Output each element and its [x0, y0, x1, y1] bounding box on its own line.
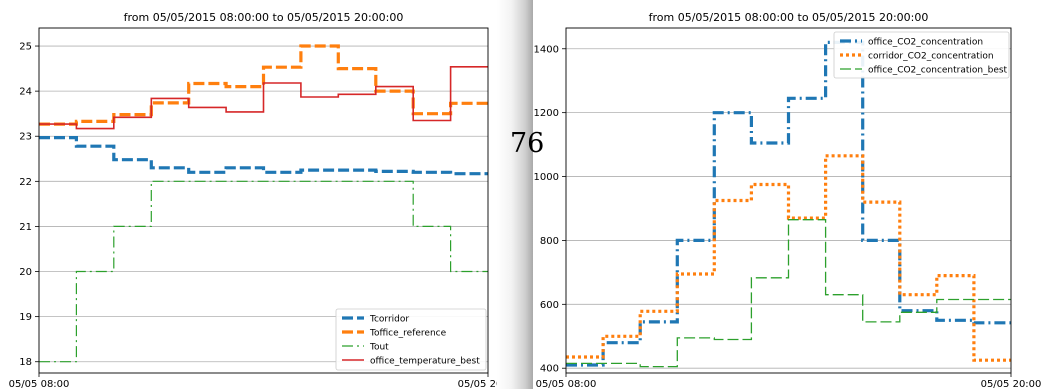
legend-box [833, 31, 1010, 79]
series-line [566, 154, 1011, 362]
y-tick-label: 600 [540, 300, 559, 311]
x-tick-label: 05/05 20:00 [981, 379, 1042, 389]
x-tick-label: 05/05 08:00 [536, 379, 597, 389]
page-number: 76 [510, 128, 545, 159]
y-tick-label: 25 [19, 42, 32, 53]
legend-box [335, 308, 487, 371]
y-tick-label: 1000 [534, 172, 559, 183]
plot-frame [565, 27, 1012, 374]
y-tick-label: 18 [19, 357, 32, 368]
y-tick-label: 23 [19, 132, 32, 143]
legend-label: Tcorridor [369, 315, 409, 325]
series-line [39, 136, 488, 176]
y-tick-label: 21 [19, 222, 32, 233]
chart-1: 18 19 20 21 22 23 24 25 05/05 08:00 05/05 20:00 fr… [9, 11, 519, 389]
legend-label: office_temperature_best [370, 357, 480, 367]
chart-title: from 05/05/2015 08:00:00 to 05/05/2015 2… [124, 11, 404, 24]
page-gutter-shadow [497, 0, 533, 389]
legend-label: office_CO2_concentration [868, 38, 983, 48]
chart-2: 400 600 800 1000 1200 1400 05/05 08:00 05/05 20… [534, 11, 1042, 389]
x-tick-label: 05/05 08:00 [9, 379, 70, 389]
series-line [39, 66, 488, 130]
plot-frame [38, 27, 489, 374]
legend-label: office_CO2_concentration_best [868, 66, 1008, 76]
legend-label: corridor_CO2_concentration [868, 52, 994, 62]
legend-label: Tout [369, 343, 389, 353]
y-tick-label: 800 [540, 236, 559, 247]
y-tick-label: 20 [19, 267, 32, 278]
y-tick-label: 19 [19, 312, 32, 323]
y-tick-label: 400 [540, 364, 559, 375]
series-line [566, 219, 1011, 368]
series-line [39, 44, 488, 126]
y-tick-label: 22 [19, 177, 32, 188]
y-tick-label: 1200 [534, 108, 559, 119]
series-line [39, 180, 488, 363]
legend-label: Toffice_reference [369, 329, 447, 339]
chart-title: from 05/05/2015 08:00:00 to 05/05/2015 2… [649, 11, 929, 24]
x-tick-label: 05/05 20:00 [458, 379, 519, 389]
y-tick-label: 1400 [534, 44, 559, 55]
y-tick-label: 24 [19, 87, 32, 98]
